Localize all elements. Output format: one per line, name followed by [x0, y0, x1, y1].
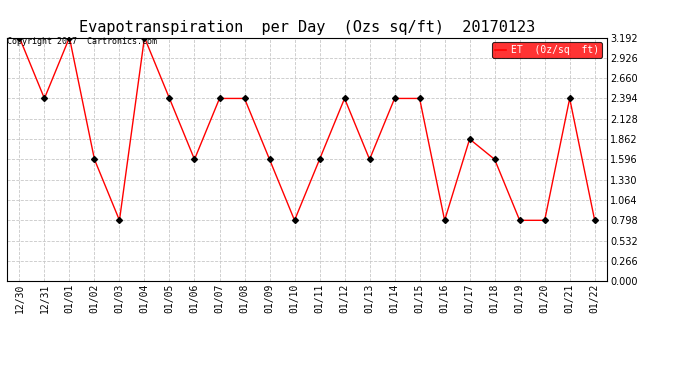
- Legend: ET  (0z/sq  ft): ET (0z/sq ft): [492, 42, 602, 58]
- Text: Copyright 2017  Cartronics.com: Copyright 2017 Cartronics.com: [7, 38, 157, 46]
- Title: Evapotranspiration  per Day  (Ozs sq/ft)  20170123: Evapotranspiration per Day (Ozs sq/ft) 2…: [79, 20, 535, 35]
